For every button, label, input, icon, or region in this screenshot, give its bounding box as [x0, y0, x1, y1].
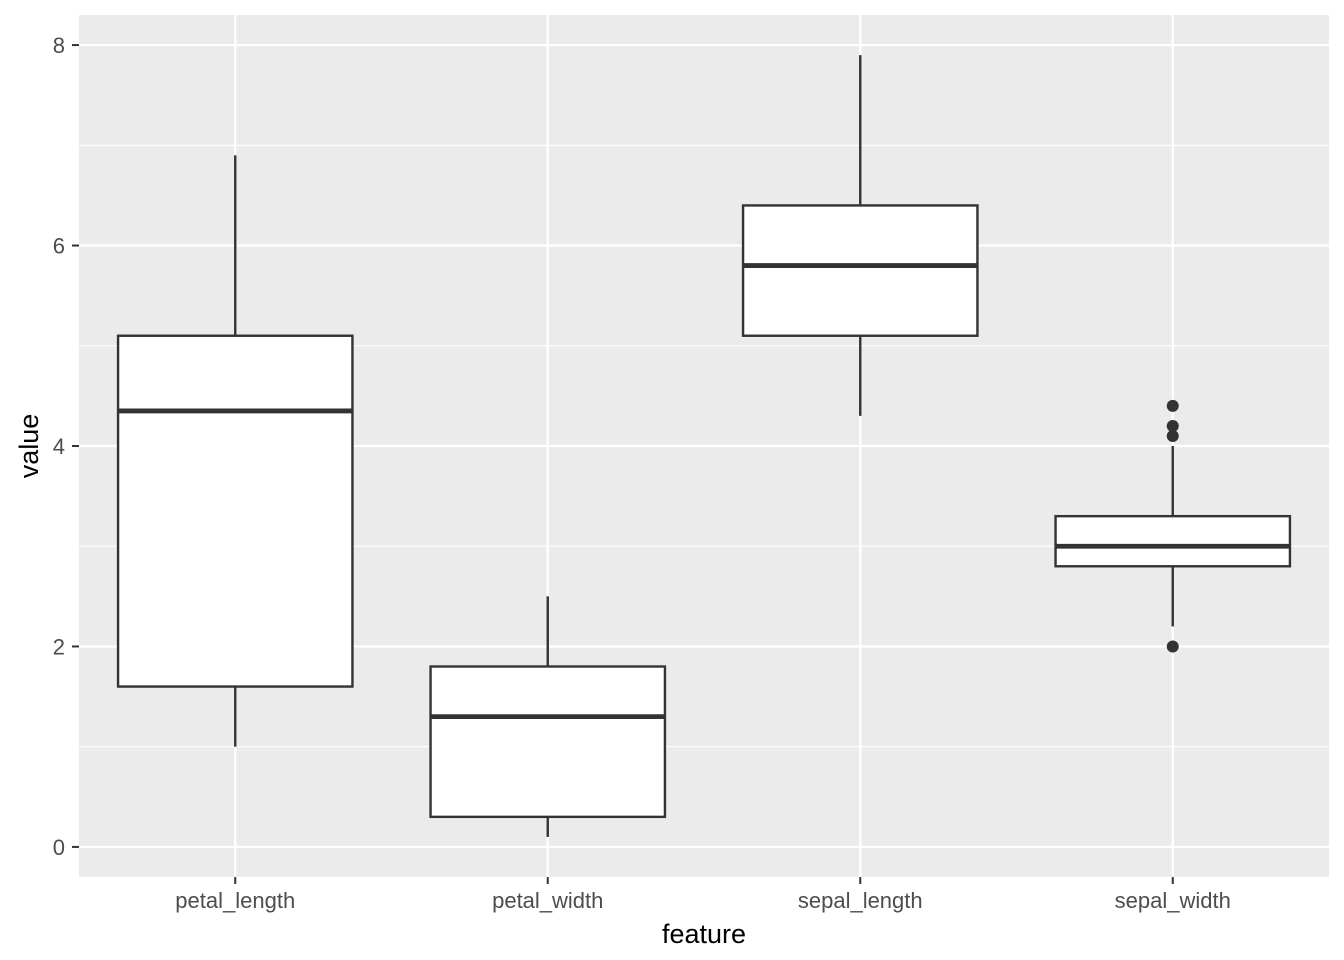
y-tick-label: 6: [53, 234, 65, 259]
y-axis-title: value: [14, 414, 44, 479]
y-tick-label: 2: [53, 634, 65, 659]
box-iqr: [1054, 514, 1292, 568]
boxes: [116, 55, 1292, 837]
outlier-point: [1166, 640, 1179, 653]
x-tick-label: sepal_length: [798, 888, 923, 913]
box-petal_width: [429, 596, 667, 837]
outlier-point: [1166, 429, 1179, 442]
y-tick-label: 0: [53, 835, 65, 860]
box-iqr: [741, 204, 979, 337]
x-axis-title: feature: [662, 919, 746, 949]
box-sepal_length: [741, 55, 979, 416]
x-tick-label: sepal_width: [1115, 888, 1231, 913]
outlier-point: [1166, 399, 1179, 412]
x-tick-label: petal_width: [492, 888, 603, 913]
y-tick-label: 4: [53, 434, 65, 459]
box-iqr: [429, 665, 667, 819]
x-axis: petal_length petal_width sepal_length sepal…: [175, 877, 1231, 913]
x-tick-label: petal_length: [175, 888, 295, 913]
box-iqr: [116, 334, 354, 688]
outlier-point: [1166, 419, 1179, 432]
box-sepal_width: [1054, 399, 1292, 653]
box-petal_length: [116, 155, 354, 747]
y-tick-label: 8: [53, 33, 65, 58]
y-axis: 0 2 4 6 8: [53, 33, 79, 860]
